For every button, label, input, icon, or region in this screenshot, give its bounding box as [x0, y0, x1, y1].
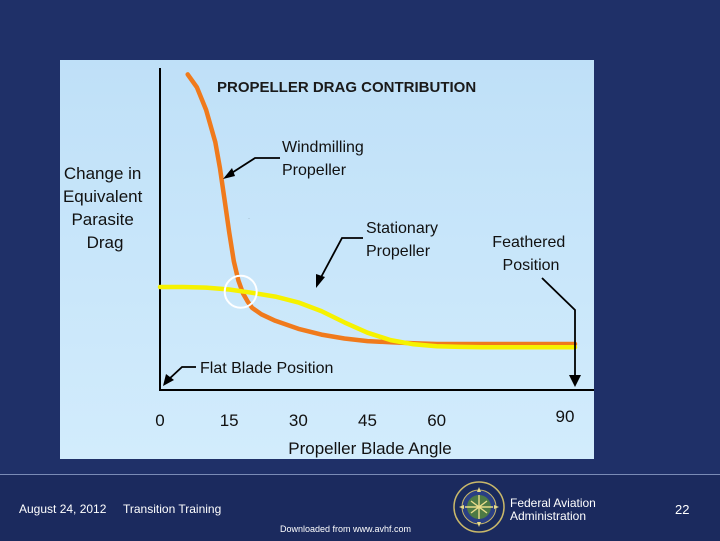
intersection-circle [223, 274, 258, 309]
feathered-line-1: Feathered [492, 234, 565, 251]
series-line-windmilling [185, 72, 578, 347]
flat-blade-label: Flat Blade Position [200, 360, 333, 377]
x-tick-label-45: 45 [358, 411, 377, 430]
series-line-stationary [157, 284, 578, 350]
x-tick-label-30: 30 [289, 411, 308, 430]
ylabel-line-4: Drag [87, 233, 124, 252]
windmilling-arrowhead [223, 168, 235, 179]
x-tick-label-60: 60 [427, 411, 446, 430]
ylabel-line-1: Change in [64, 164, 142, 183]
page-number: 22 [675, 502, 690, 517]
footer-bar [0, 474, 720, 541]
ylabel-line-3: Parasite [71, 210, 133, 229]
x-tick-label-15: 15 [220, 411, 239, 430]
agency-name-line-2: Administration [510, 509, 587, 523]
x-ticks: 0 15 30 45 60 90 [155, 407, 574, 430]
x-tick-label-0: 0 [155, 411, 164, 430]
flat-blade-leader [167, 366, 196, 381]
footer-subject: Transition Training [123, 502, 222, 516]
feathered-label: Feathered Position [492, 234, 569, 274]
feathered-leader [541, 277, 576, 378]
faa-seal-icon [453, 481, 505, 533]
stationary-leader [318, 237, 363, 282]
stationary-line-2: Propeller [366, 243, 431, 260]
stationary-label: Stationary Propeller [366, 220, 443, 260]
chart-title: PROPELLER DRAG CONTRIBUTION [217, 79, 476, 96]
windmilling-line-1: Windmilling [282, 139, 364, 156]
chart-panel: PROPELLER DRAG CONTRIBUTION Change in Eq… [60, 60, 594, 459]
ylabel-line-2: Equivalent [63, 187, 143, 206]
x-axis-label: Propeller Blade Angle [288, 439, 452, 458]
chart-svg: PROPELLER DRAG CONTRIBUTION Change in Eq… [63, 68, 594, 458]
download-note: Downloaded from www.avhf.com [280, 524, 412, 534]
series-group [157, 72, 578, 350]
stationary-line-1: Stationary [366, 220, 438, 237]
agency-name-line-1: Federal Aviation [510, 496, 596, 510]
windmilling-leader [226, 157, 280, 177]
stationary-arrowhead [316, 274, 325, 288]
footer-date: August 24, 2012 [19, 502, 107, 516]
windmilling-label: Windmilling Propeller [282, 139, 368, 179]
stray-mark: · [248, 216, 250, 222]
y-axis-label: Change in Equivalent Parasite Drag [63, 164, 147, 252]
feathered-arrowhead [569, 375, 581, 387]
windmilling-line-2: Propeller [282, 162, 347, 179]
feathered-line-2: Position [503, 257, 560, 274]
x-tick-label-90: 90 [556, 407, 575, 426]
flat-blade-arrowhead [163, 374, 174, 386]
